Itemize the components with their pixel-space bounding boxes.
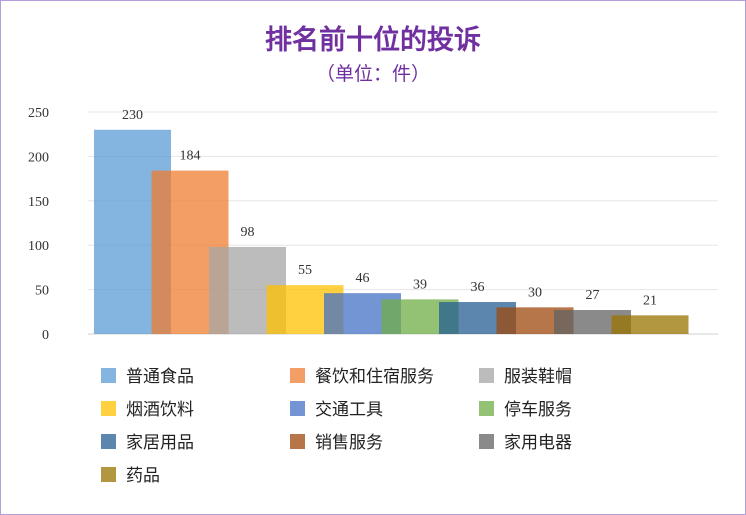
legend-label: 烟酒饮料 [126,400,194,420]
data-label: 98 [241,225,255,240]
y-axis-ticks: 0 50 100 150 200 250 [28,106,49,343]
legend-label: 销售服务 [315,433,383,453]
legend-swatch [101,368,116,383]
y-tick-label: 250 [28,106,49,121]
data-label: 36 [471,280,485,295]
y-tick-label: 200 [28,150,49,165]
legend-swatch [101,434,116,449]
legend-swatch [290,368,305,383]
legend-label: 交通工具 [315,400,383,420]
legend-swatch [290,401,305,416]
data-label: 230 [122,108,143,123]
y-tick-label: 150 [28,195,49,210]
legend-swatch [479,401,494,416]
legend-swatch [479,368,494,383]
bar-10 [611,315,689,334]
bars [94,129,689,334]
legend-label: 服装鞋帽 [504,367,572,387]
y-tick-label: 50 [35,284,49,299]
data-label: 184 [180,149,201,164]
legend-label: 停车服务 [504,400,572,420]
legend-swatch [101,467,116,482]
legend-label: 家居用品 [126,433,194,453]
data-label: 21 [643,293,657,308]
chart-subtitle: （单位：件） [316,63,430,85]
legend-swatch [290,434,305,449]
data-label: 39 [413,277,427,292]
legend-swatch [479,434,494,449]
data-label: 46 [356,271,370,286]
legend-label: 餐饮和住宿服务 [315,367,434,387]
data-label: 27 [586,288,600,303]
data-labels: 230 184 98 55 46 39 36 30 27 21 [122,108,657,309]
chart-title: 排名前十位的投诉 [265,24,481,56]
data-label: 55 [298,263,312,278]
legend-label: 普通食品 [126,367,194,387]
legend-label: 药品 [126,466,160,486]
y-tick-label: 0 [42,328,49,343]
data-label: 30 [528,285,542,300]
y-tick-label: 100 [28,239,49,254]
legend-label: 家用电器 [504,433,572,453]
legend-swatch [101,401,116,416]
